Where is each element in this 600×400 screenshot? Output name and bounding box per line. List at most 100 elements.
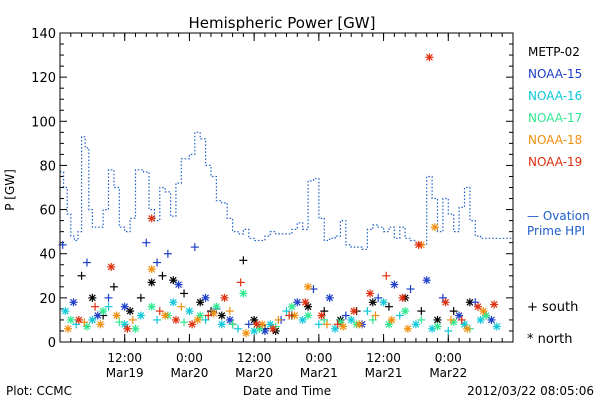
data-point-noaa-19 — [490, 300, 499, 309]
data-point-noaa-17 — [239, 289, 248, 298]
data-point-noaa-19 — [473, 302, 482, 311]
y-tick-label: 0 — [48, 336, 56, 351]
data-point-noaa-16 — [201, 315, 210, 324]
data-point-noaa-18 — [304, 282, 313, 291]
data-point-noaa-16 — [104, 302, 113, 311]
data-point-noaa-19 — [398, 293, 407, 302]
data-point-noaa-15 — [438, 293, 447, 302]
data-point-noaa-17 — [482, 311, 491, 320]
plot-frame — [59, 32, 514, 343]
data-point-noaa-17 — [287, 302, 296, 311]
data-point-noaa-17 — [180, 318, 189, 327]
data-point-noaa-16 — [185, 307, 194, 316]
plot-source-label: Plot: CCMC — [6, 384, 72, 398]
data-point-noaa-17 — [115, 318, 124, 327]
data-point-noaa-16 — [217, 320, 226, 329]
symbol-legend-south: + south — [527, 300, 578, 315]
data-point-noaa-19 — [74, 315, 83, 324]
data-point-noaa-18 — [193, 315, 202, 324]
data-point-noaa-15 — [422, 276, 431, 285]
data-point-noaa-16 — [476, 315, 485, 324]
data-point-noaa-18 — [242, 329, 251, 338]
symbol-legend-north: * north — [527, 332, 573, 347]
y-tick-label: 120 — [31, 71, 56, 86]
data-point-noaa-19 — [285, 311, 294, 320]
data-point-noaa-17 — [368, 315, 377, 324]
data-point-noaa-19 — [457, 315, 466, 324]
legend-noaa-15: NOAA-15 — [528, 67, 582, 81]
data-point-noaa-18 — [147, 265, 156, 274]
data-point-noaa-18 — [479, 307, 488, 316]
data-point-noaa-15 — [69, 298, 78, 307]
data-point-noaa-19 — [155, 307, 164, 316]
data-point-noaa-18 — [64, 324, 73, 333]
x-tick-time-label: 0:00 — [435, 351, 462, 365]
data-point-noaa-18 — [387, 315, 396, 324]
legend-noaa-18: NOAA-18 — [528, 133, 582, 147]
data-point-metp-02 — [384, 302, 393, 311]
chart-title: Hemispheric Power [GW] — [189, 14, 376, 32]
data-point-noaa-15 — [104, 293, 113, 302]
data-point-metp-02 — [368, 298, 377, 307]
data-point-noaa-16 — [169, 298, 178, 307]
x-tick-date-label: Mar19 — [106, 366, 144, 380]
y-tick-label: 20 — [39, 292, 56, 307]
data-point-noaa-17 — [131, 324, 140, 333]
ovation-legend: — Ovation Prime HPI — [527, 209, 590, 238]
data-point-noaa-16 — [314, 320, 323, 329]
data-point-noaa-18 — [112, 311, 121, 320]
data-point-noaa-16 — [492, 322, 501, 331]
data-point-metp-02 — [449, 307, 458, 316]
y-tick-label: 60 — [39, 204, 56, 219]
legend: METP-02 NOAA-15 NOAA-16 NOAA-17 NOAA-18 NOAA-… — [528, 45, 582, 169]
data-point-metp-02 — [417, 307, 426, 316]
data-point-noaa-18 — [225, 307, 234, 316]
x-tick-time-label: 0:00 — [176, 351, 203, 365]
data-point-noaa-16 — [233, 324, 242, 333]
data-point-noaa-17 — [401, 307, 410, 316]
plot-timestamp: 2012/03/22 08:05:06 — [467, 384, 594, 398]
data-point-noaa-18 — [355, 320, 364, 329]
data-point-noaa-16 — [331, 324, 340, 333]
data-point-noaa-16 — [347, 315, 356, 324]
data-point-noaa-15 — [163, 249, 172, 258]
data-point-noaa-18 — [430, 223, 439, 232]
ovation-legend-line1: — Ovation — [527, 209, 590, 223]
x-tick-time-label: 0:00 — [305, 351, 332, 365]
data-point-noaa-18 — [96, 320, 105, 329]
data-point-noaa-19 — [441, 298, 450, 307]
data-point-noaa-17 — [82, 322, 91, 331]
x-tick-time-label: 12:00 — [237, 351, 272, 365]
data-point-noaa-19 — [188, 320, 197, 329]
data-point-metp-02 — [147, 278, 156, 287]
x-tick-date-label: Mar22 — [429, 366, 467, 380]
data-point-noaa-16 — [363, 307, 372, 316]
data-point-noaa-15 — [325, 293, 334, 302]
x-tick-date-label: Mar21 — [365, 366, 403, 380]
data-point-metp-02 — [217, 311, 226, 320]
data-point-noaa-17 — [320, 315, 329, 324]
data-point-noaa-19 — [91, 302, 100, 311]
data-point-metp-02 — [109, 282, 118, 291]
data-point-metp-02 — [250, 315, 259, 324]
data-point-noaa-17 — [66, 315, 75, 324]
y-tick-label: 100 — [31, 115, 56, 130]
legend-noaa-17: NOAA-17 — [528, 111, 582, 125]
data-point-noaa-17 — [417, 315, 426, 324]
data-point-noaa-18 — [177, 302, 186, 311]
data-point-noaa-15 — [390, 280, 399, 289]
data-point-noaa-19 — [236, 278, 245, 287]
legend-metp-02: METP-02 — [528, 45, 580, 59]
data-point-noaa-17 — [304, 311, 313, 320]
y-axis-label: P [GW] — [3, 169, 17, 211]
data-point-metp-02 — [77, 271, 86, 280]
data-point-noaa-19 — [382, 271, 391, 280]
data-point-noaa-17 — [433, 322, 442, 331]
y-tick-label: 80 — [39, 159, 56, 174]
data-point-noaa-15 — [82, 258, 91, 267]
data-point-noaa-19 — [366, 289, 375, 298]
data-point-noaa-18 — [403, 324, 412, 333]
data-point-noaa-17 — [255, 324, 264, 333]
data-point-metp-02 — [239, 256, 248, 265]
